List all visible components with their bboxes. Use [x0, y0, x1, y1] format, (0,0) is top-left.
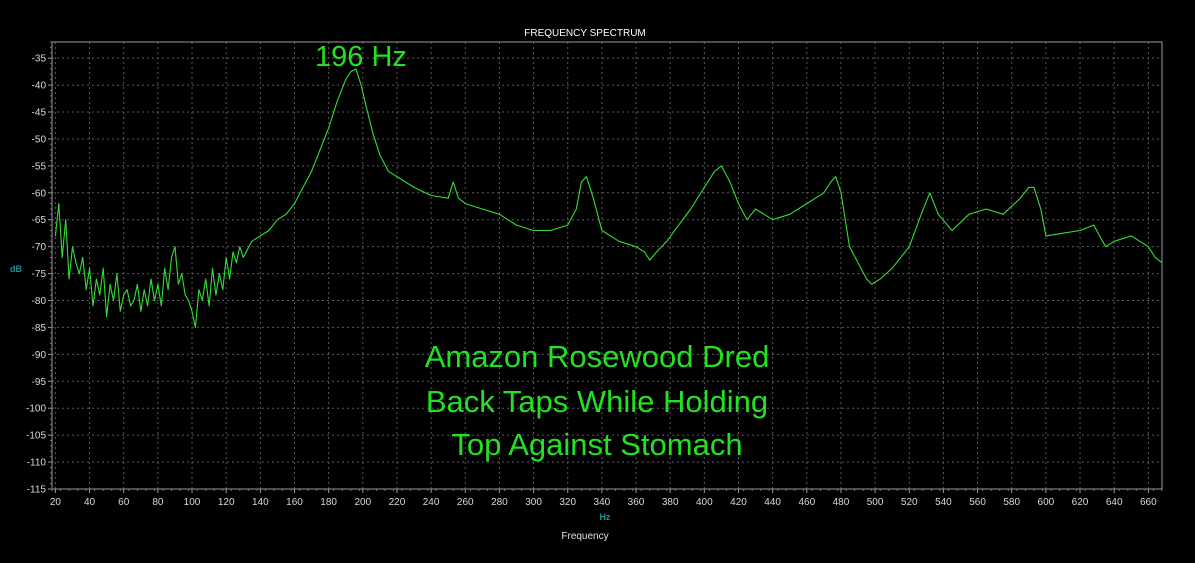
- y-axis-label: dB: [10, 264, 22, 274]
- x-tick-label: 640: [1106, 497, 1123, 508]
- x-tick-label: 60: [118, 497, 130, 508]
- x-tick-label: 500: [867, 497, 884, 508]
- y-tick-label: -50: [32, 134, 47, 145]
- x-tick-label: 600: [1038, 497, 1055, 508]
- y-tick-label: -55: [32, 161, 47, 172]
- x-tick-label: 280: [491, 497, 508, 508]
- x-tick-label: 120: [218, 497, 235, 508]
- x-tick-label: 540: [935, 497, 952, 508]
- x-tick-label: 80: [152, 497, 164, 508]
- y-tick-label: -90: [32, 350, 47, 361]
- x-tick-label: 660: [1140, 497, 1157, 508]
- x-tick-label: 140: [252, 497, 269, 508]
- x-tick-label: 460: [798, 497, 815, 508]
- x-tick-label: 560: [969, 497, 986, 508]
- caption-line-1: Amazon Rosewood Dred: [425, 339, 770, 374]
- spectrum-series-line: [54, 68, 1163, 328]
- x-axis-label: Frequency: [561, 531, 608, 542]
- peak-frequency-annotation: 196 Hz: [315, 41, 407, 73]
- y-tick-label: -35: [32, 54, 47, 65]
- x-tick-label: 160: [286, 497, 303, 508]
- x-tick-label: 300: [525, 497, 542, 508]
- caption-line-2: Back Taps While Holding: [426, 384, 768, 419]
- y-tick-label: -80: [32, 296, 47, 307]
- y-tick-label: -65: [32, 215, 47, 226]
- y-tick-label: -40: [32, 81, 47, 92]
- y-axis-ticks: -35 -40 -45 -50 -55 -60 -65 -70 -75 -80 -85 -90 -95 -…: [26, 41, 52, 496]
- x-tick-label: 20: [50, 497, 62, 508]
- y-tick-label: -75: [32, 269, 47, 280]
- x-tick-label: 360: [628, 497, 645, 508]
- y-tick-label: -115: [27, 485, 47, 496]
- y-tick-label: -100: [26, 404, 46, 415]
- x-tick-label: 340: [594, 497, 611, 508]
- caption-line-3: Top Against Stomach: [451, 427, 742, 462]
- x-tick-label: 480: [833, 497, 850, 508]
- x-tick-label: 440: [764, 497, 781, 508]
- y-tick-label: -85: [32, 323, 47, 334]
- x-tick-label: 380: [662, 497, 679, 508]
- y-tick-label: -70: [32, 242, 47, 253]
- x-tick-label: 40: [84, 497, 96, 508]
- x-tick-label: 320: [559, 497, 576, 508]
- x-tick-label: 580: [1003, 497, 1020, 508]
- x-tick-label: 180: [320, 497, 337, 508]
- y-tick-label: -110: [27, 458, 47, 469]
- x-tick-label: 260: [457, 497, 474, 508]
- x-tick-label: 240: [423, 497, 440, 508]
- grid-lines: [52, 42, 1162, 490]
- x-tick-label: 200: [354, 497, 371, 508]
- y-tick-label: -105: [26, 431, 46, 442]
- y-tick-label: -60: [32, 188, 47, 199]
- chart-title: FREQUENCY SPECTRUM: [524, 28, 646, 39]
- x-tick-label: 220: [389, 497, 406, 508]
- x-axis-ticks: 20 40 60 80 100 120 140 160 180 200 220 240 260 280 30…: [50, 489, 1163, 508]
- x-tick-label: 520: [901, 497, 918, 508]
- x-tick-label: 100: [184, 497, 201, 508]
- x-tick-label: 620: [1072, 497, 1089, 508]
- y-tick-label: -95: [32, 377, 47, 388]
- x-tick-label: 420: [730, 497, 747, 508]
- y-tick-label: -45: [32, 108, 47, 119]
- x-axis-unit: Hz: [600, 512, 611, 522]
- x-tick-label: 400: [696, 497, 713, 508]
